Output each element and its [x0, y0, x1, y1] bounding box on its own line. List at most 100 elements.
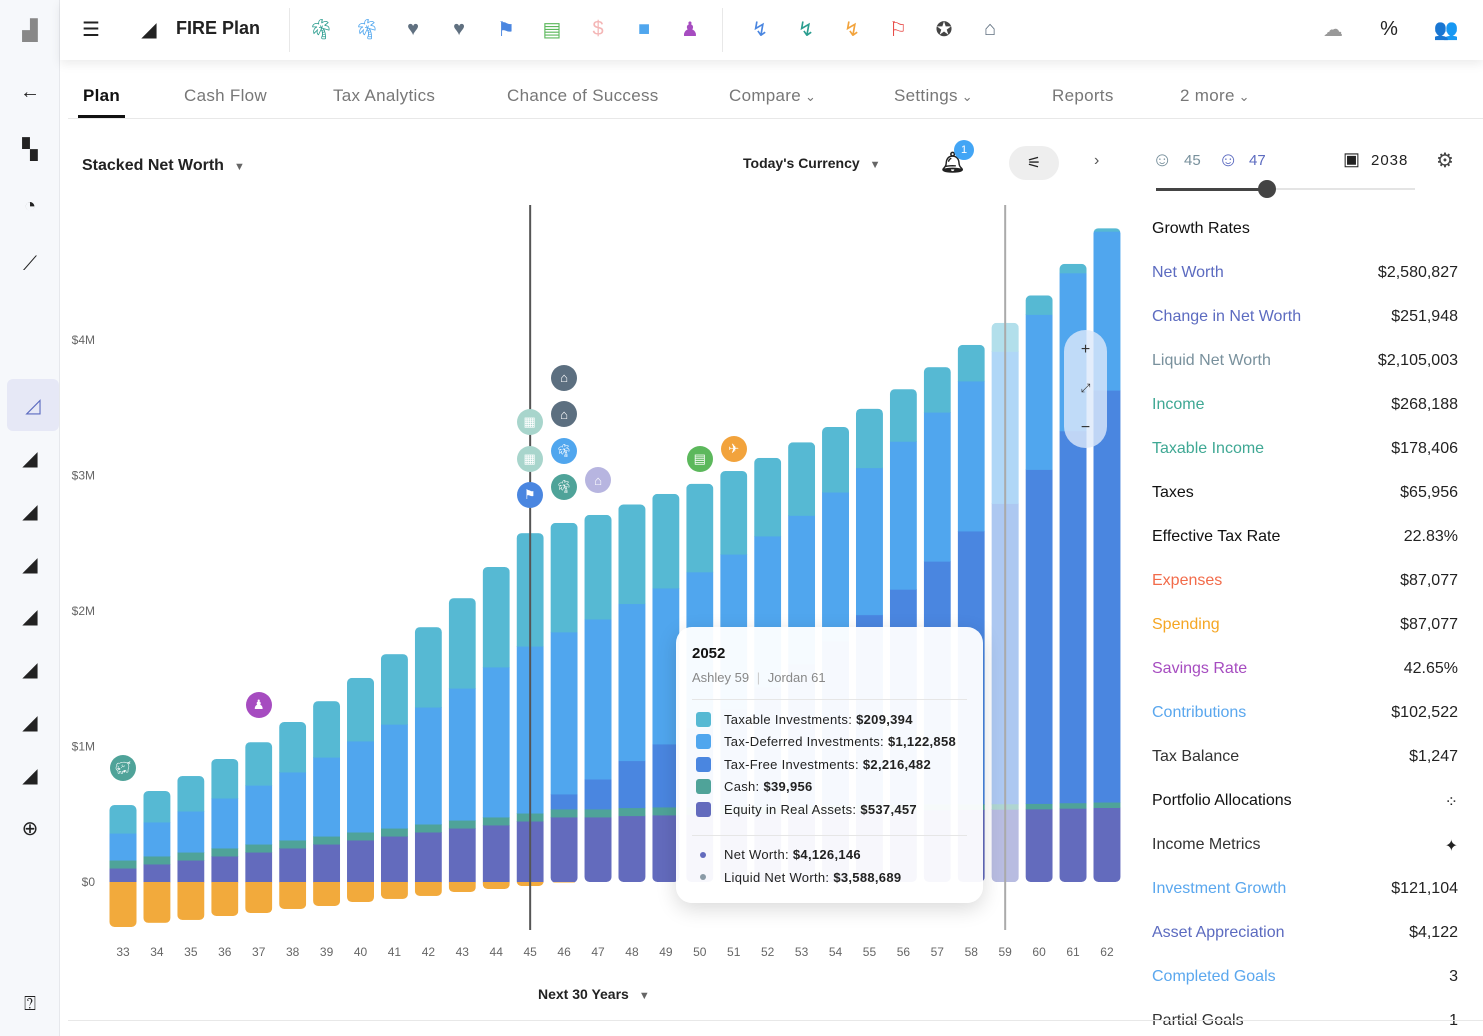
bar-age-35[interactable]	[177, 776, 205, 920]
bar-age-48[interactable]	[618, 504, 646, 882]
bar-age-44[interactable]	[482, 566, 510, 890]
bubbles-icon[interactable]: ⁘	[1444, 794, 1458, 811]
chart-down-orange-icon[interactable]: ↯	[843, 18, 861, 41]
users-icon[interactable]: 👥	[1433, 18, 1459, 41]
tab-cash-flow[interactable]: Cash Flow	[184, 86, 268, 105]
bar-age-40[interactable]	[347, 677, 375, 903]
goal-red-icon[interactable]: ⚐	[889, 18, 907, 41]
sidebar-plan-7[interactable]: ◢	[22, 711, 38, 734]
palm-tree-teal-icon[interactable]: 🌴︎	[308, 18, 334, 41]
metric-growth-rates[interactable]: Growth Rates	[1152, 220, 1250, 237]
bar-age-34[interactable]	[143, 790, 171, 923]
tab-2-more[interactable]: 2 more ⌄	[1180, 86, 1250, 105]
sidebar-plan-3[interactable]: ◢	[22, 500, 38, 523]
metric-spending[interactable]: Spending $87,077	[1152, 616, 1458, 633]
metric-savings-rate[interactable]: Savings Rate 42.65%	[1152, 660, 1458, 677]
bar-age-37[interactable]	[245, 742, 273, 914]
tab-reports[interactable]: Reports	[1052, 86, 1114, 105]
metric-taxes[interactable]: Taxes $65,956	[1152, 484, 1458, 501]
sidebar-plan-6[interactable]: ◢	[22, 658, 38, 681]
filter-sliders-button[interactable]: ⚟	[1009, 146, 1059, 180]
airplane-icon[interactable]: ✈	[720, 436, 747, 462]
pie-chart-icon[interactable]: ◔	[23, 194, 37, 217]
money-bill-icon[interactable]: ▤	[686, 446, 713, 472]
tab-settings[interactable]: Settings ⌄	[894, 86, 973, 105]
menu-icon[interactable]: ☰	[82, 18, 100, 41]
metric-net-worth[interactable]: Net Worth $2,580,827	[1152, 264, 1458, 281]
app-logo-icon[interactable]: ▟	[22, 19, 38, 42]
back-arrow-icon[interactable]: ←	[20, 80, 40, 103]
palm-tree-icon[interactable]: 🌴︎	[551, 437, 578, 464]
house-icon[interactable]: ⌂	[585, 467, 612, 493]
trend-icon[interactable]: ⟋	[23, 252, 37, 275]
help-chat-icon[interactable]: ⍰	[24, 992, 36, 1015]
metric-effective-tax-rate[interactable]: Effective Tax Rate 22.83%	[1152, 528, 1458, 545]
tab-compare[interactable]: Compare ⌄	[729, 86, 817, 105]
building-icon[interactable]: ▦	[516, 445, 543, 472]
sidebar-plan-1[interactable]: ◿	[7, 379, 59, 431]
metric-partial-goals[interactable]: Partial Goals1	[1152, 1012, 1458, 1029]
bar-age-62[interactable]	[1093, 228, 1121, 882]
metric-investment-growth[interactable]: Investment Growth $121,104	[1152, 880, 1458, 897]
sidebar-plan-8[interactable]: ◢	[22, 764, 38, 787]
heartbeat-icon[interactable]: ♥	[453, 17, 465, 40]
sidebar-plan-5[interactable]: ◢	[22, 605, 38, 628]
metric-taxable-income[interactable]: Taxable Income $178,406	[1152, 440, 1458, 457]
bank-transfer-icon[interactable]: ⌂	[551, 401, 578, 427]
metric-liquid-net-worth[interactable]: Liquid Net Worth $2,105,003	[1152, 352, 1458, 369]
bank-transfer-icon[interactable]: ⌂	[551, 364, 578, 391]
person-icon[interactable]: ♟	[245, 692, 272, 718]
bar-age-47[interactable]	[584, 514, 612, 883]
chart-down-green-icon[interactable]: ↯	[797, 18, 815, 41]
bar-age-38[interactable]	[279, 721, 307, 909]
chevron-right-icon[interactable]: ›	[1094, 152, 1100, 169]
flag-icon[interactable]: ⚑	[516, 482, 543, 508]
metric-income-metrics[interactable]: Income Metrics ✦	[1152, 836, 1458, 858]
piggy-bank-icon[interactable]: 🐖︎	[110, 755, 136, 781]
metric-portfolio-allocations[interactable]: Portfolio Allocations ⁘	[1152, 792, 1458, 814]
range-dropdown[interactable]: Next 30 Years ▼	[538, 986, 650, 1002]
bar-age-61[interactable]	[1059, 263, 1087, 883]
money-bill-icon[interactable]: ▤	[542, 18, 562, 41]
metric-completed-goals[interactable]: Completed Goals 3	[1152, 968, 1458, 985]
bar-age-39[interactable]	[313, 701, 341, 906]
bar-age-46[interactable]	[550, 522, 578, 883]
metric-change-in-net-worth[interactable]: Change in Net Worth $251,948	[1152, 308, 1458, 325]
year-slider[interactable]	[1156, 180, 1415, 198]
briefcase-icon[interactable]: ■	[637, 17, 651, 40]
metric-expenses[interactable]: Expenses $87,077	[1152, 572, 1458, 589]
bar-age-33[interactable]	[109, 805, 137, 927]
tab-plan[interactable]: Plan	[83, 86, 121, 105]
metric-contributions[interactable]: Contributions $102,522	[1152, 704, 1458, 721]
chart-down-blue-icon[interactable]: ↯	[751, 18, 769, 41]
heartbeat-icon[interactable]: ♥	[407, 17, 419, 40]
cloud-check-icon[interactable]: ☁	[1323, 18, 1343, 41]
palm-tree-icon[interactable]: 🌴︎	[551, 474, 578, 500]
fit-screen-icon[interactable]: ⤢	[1080, 381, 1091, 396]
chart-type-dropdown[interactable]: Stacked Net Worth ▼	[82, 157, 245, 175]
tab-chance-of-success[interactable]: Chance of Success	[507, 86, 659, 105]
metric-asset-appreciation[interactable]: Asset Appreciation $4,122	[1152, 924, 1458, 941]
bank-transfer-icon[interactable]: ⌂	[983, 17, 997, 40]
bar-age-43[interactable]	[448, 598, 476, 893]
flag-icon[interactable]: ⚑	[497, 18, 515, 41]
bar-age-41[interactable]	[380, 654, 408, 899]
zoom-out-button[interactable]: −	[1080, 418, 1091, 436]
sidebar-plan-2[interactable]: ◢	[22, 447, 38, 470]
bar-age-36[interactable]	[211, 758, 239, 917]
palm-tree-blue-icon[interactable]: 🌴︎	[354, 18, 380, 41]
tab-tax-analytics[interactable]: Tax Analytics	[333, 86, 436, 105]
add-plan-icon[interactable]: ⊕	[21, 817, 39, 840]
currency-dropdown[interactable]: Today's Currency ▼	[743, 155, 881, 171]
percent-off-icon[interactable]: %	[1380, 17, 1398, 40]
bar-age-42[interactable]	[414, 627, 442, 896]
slider-thumb[interactable]	[1258, 180, 1277, 198]
zoom-in-button[interactable]: +	[1080, 341, 1091, 359]
certificate-icon[interactable]: ✪	[935, 18, 953, 41]
gear-icon[interactable]: ⚙	[1436, 150, 1454, 172]
metric-tax-balance[interactable]: Tax Balance $1,247	[1152, 748, 1458, 765]
metric-income[interactable]: Income $268,188	[1152, 396, 1458, 413]
bar-age-60[interactable]	[1025, 295, 1053, 883]
sparkle-icon[interactable]: ✦	[1444, 838, 1458, 855]
person-icon[interactable]: ♟	[681, 18, 699, 41]
